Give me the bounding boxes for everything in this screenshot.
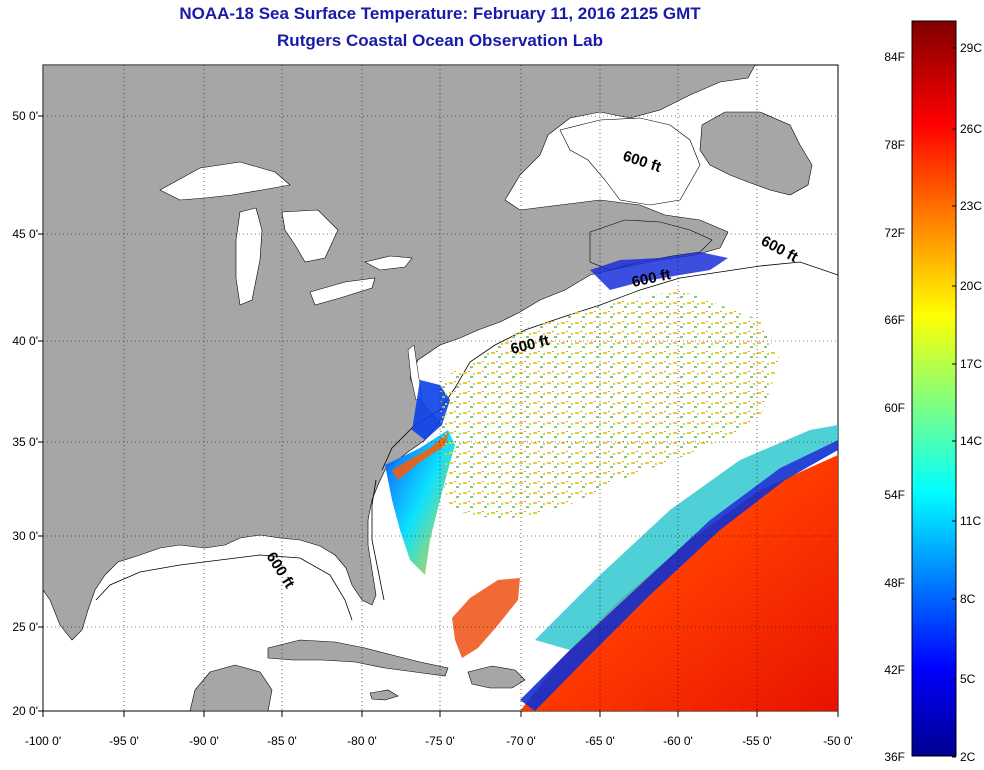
latitude-tick-label: 25 0': [12, 620, 38, 634]
longitude-tick-label: -100 0': [25, 734, 61, 748]
colorbar-f-label: 84F: [884, 50, 905, 64]
jamaica-land: [369, 689, 399, 701]
latitude-tick-label: 20 0': [12, 704, 38, 718]
latitude-tick-label: 35 0': [12, 435, 38, 449]
colorbar-f-label: 42F: [884, 663, 905, 677]
grid-lines: [43, 65, 838, 711]
longitude-labels: -100 0' -95 0' -90 0' -85 0' -80 0' -75 0' -70…: [25, 711, 853, 748]
colorbar-c-label: 8C: [960, 592, 976, 606]
colorbar-c-label: 5C: [960, 672, 976, 686]
yucatan-land: [189, 664, 273, 711]
longitude-tick-label: -60 0': [663, 734, 693, 748]
colorbar: [911, 20, 957, 757]
latitude-tick-label: 30 0': [12, 529, 38, 543]
colorbar-f-label: 60F: [884, 401, 905, 415]
colorbar-c-label: 20C: [960, 279, 982, 293]
colorbar-celsius-labels: 29C 26C 23C 20C 17C 14C 11C 8C 5C 2C: [952, 41, 982, 764]
colorbar-f-label: 66F: [884, 313, 905, 327]
longitude-tick-label: -80 0': [347, 734, 377, 748]
hispaniola-land: [467, 665, 526, 689]
sst-gulfstream-core: [392, 432, 448, 480]
sst-gulf-of-maine: [590, 252, 728, 290]
sst-bahamas-patch: [452, 578, 520, 658]
latitude-tick-label: 50 0': [12, 109, 38, 123]
latitude-tick-label: 45 0': [12, 227, 38, 241]
lake-huron: [281, 209, 339, 263]
newfoundland-land: [699, 111, 813, 196]
colorbar-f-label: 78F: [884, 138, 905, 152]
colorbar-f-label: 48F: [884, 576, 905, 590]
gulf-of-st-lawrence: [559, 117, 701, 206]
longitude-tick-label: -70 0': [506, 734, 536, 748]
depth-contour-florida: [371, 479, 385, 601]
cuba-land: [267, 639, 449, 677]
latitude-labels: 50 0' 45 0' 40 0' 35 0' 30 0' 25 0' 20 0': [12, 109, 43, 718]
colorbar-f-label: 72F: [884, 226, 905, 240]
longitude-tick-label: -85 0': [267, 734, 297, 748]
sst-transition-band: [535, 425, 838, 650]
longitude-tick-label: -50 0': [823, 734, 853, 748]
map-title: NOAA-18 Sea Surface Temperature: Februar…: [179, 4, 701, 23]
latitude-tick-label: 40 0': [12, 334, 38, 348]
colorbar-c-label: 29C: [960, 41, 982, 55]
sst-scattered-field: [440, 290, 780, 520]
sst-warm-swath: [520, 455, 838, 711]
map-subtitle: Rutgers Coastal Ocean Observation Lab: [277, 31, 603, 50]
colorbar-f-label: 36F: [884, 750, 905, 764]
longitude-tick-label: -55 0': [742, 734, 772, 748]
colorbar-c-label: 23C: [960, 199, 982, 213]
lake-superior: [159, 161, 291, 201]
colorbar-c-label: 2C: [960, 750, 976, 764]
lake-ontario: [364, 255, 413, 271]
colorbar-f-label: 54F: [884, 488, 905, 502]
colorbar-c-label: 17C: [960, 357, 982, 371]
lake-michigan: [235, 207, 263, 306]
colorbar-fahrenheit-labels: 84F 78F 72F 66F 60F 54F 48F 42F 36F: [884, 50, 905, 764]
longitude-tick-label: -95 0': [109, 734, 139, 748]
longitude-tick-label: -75 0': [425, 734, 455, 748]
sst-cold-band: [520, 440, 838, 711]
longitude-tick-label: -90 0': [189, 734, 219, 748]
colorbar-c-label: 26C: [960, 122, 982, 136]
colorbar-c-label: 14C: [960, 434, 982, 448]
depth-contour-gulf: [95, 554, 353, 621]
colorbar-c-label: 11C: [960, 514, 981, 528]
lake-erie: [309, 277, 376, 306]
longitude-tick-label: -65 0': [585, 734, 615, 748]
